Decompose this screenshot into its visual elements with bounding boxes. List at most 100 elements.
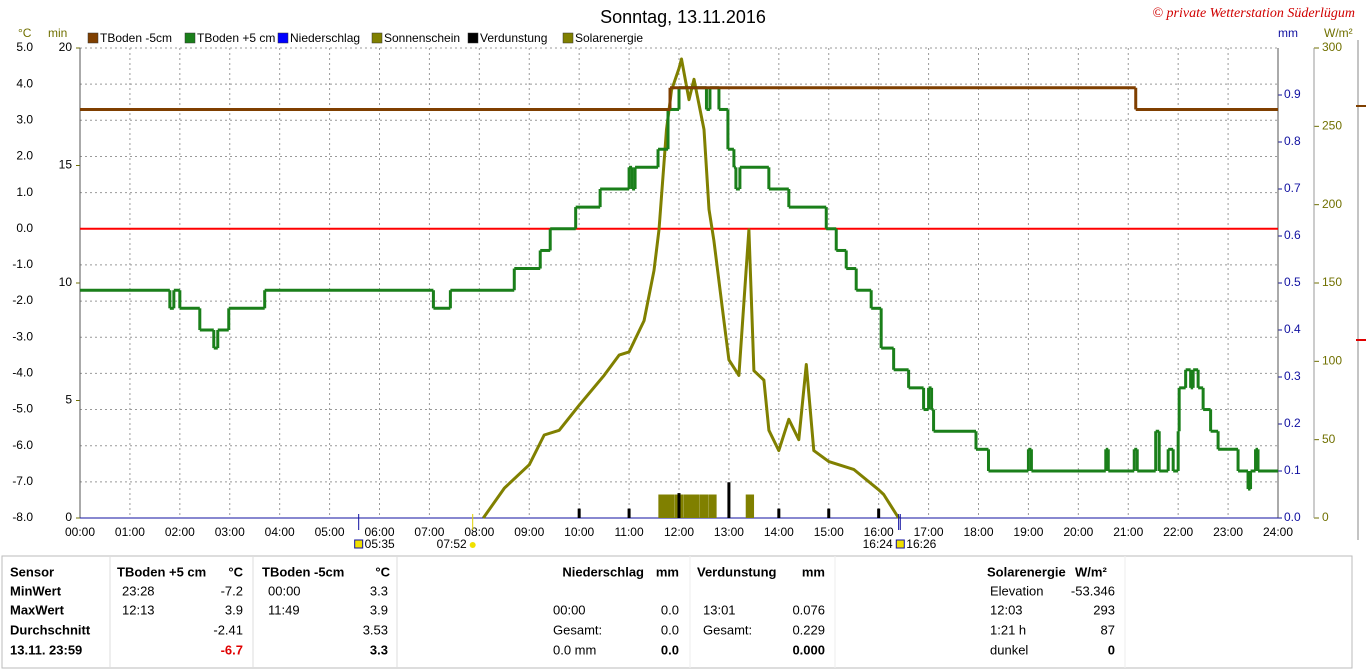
annotation-label: 16:24 xyxy=(863,537,893,551)
table-cell: dunkel xyxy=(990,642,1028,657)
x-tick-label: 02:00 xyxy=(165,525,195,539)
table-header: TBoden -5cm xyxy=(262,564,344,579)
x-tick-label: 16:00 xyxy=(864,525,894,539)
table-header: TBoden +5 cm xyxy=(117,564,206,579)
table-cell: MaxWert xyxy=(10,602,65,617)
bar xyxy=(577,508,581,518)
y4-tick-label: 100 xyxy=(1322,354,1342,368)
table-cell: 0.076 xyxy=(792,602,825,617)
annotation-label: 05:35 xyxy=(365,537,395,551)
legend-swatch xyxy=(87,32,99,44)
x-tick-label: 05:00 xyxy=(315,525,345,539)
table-cell: 13.11. 23:59 xyxy=(10,642,82,657)
annotation-label: 16:26 xyxy=(906,537,936,551)
x-tick-label: 12:00 xyxy=(664,525,694,539)
y4-tick-label: 250 xyxy=(1322,119,1342,133)
y3-tick-label: 0.6 xyxy=(1284,228,1301,242)
x-tick-label: 18:00 xyxy=(963,525,993,539)
table-header: Solarenergie xyxy=(987,564,1066,579)
annotation-icon xyxy=(469,542,476,548)
legend-swatch xyxy=(371,32,383,44)
y2-tick-label: 15 xyxy=(59,158,73,172)
y-tick-label: -3.0 xyxy=(12,329,33,343)
bar xyxy=(683,494,692,518)
x-tick-label: 10:00 xyxy=(564,525,594,539)
table-cell: Gesamt: xyxy=(703,622,752,637)
x-tick-label: 15:00 xyxy=(814,525,844,539)
bar xyxy=(658,494,667,518)
y2-tick-label: 10 xyxy=(59,275,73,289)
y3-tick-label: 0.0 xyxy=(1284,510,1301,524)
table-cell: 3.3 xyxy=(370,583,388,598)
x-tick-label: 14:00 xyxy=(764,525,794,539)
table-header: Sensor xyxy=(10,564,54,579)
table-cell: Durchschnitt xyxy=(10,622,91,637)
legend-label: TBoden +5 cm xyxy=(197,31,275,45)
bar xyxy=(827,508,831,518)
table-cell: Gesamt: xyxy=(553,622,602,637)
bar xyxy=(627,508,631,518)
table-cell: 1:21 h xyxy=(990,622,1026,637)
table-cell: 0.0 xyxy=(661,602,679,617)
table-cell: 00:00 xyxy=(553,602,586,617)
annotation-icon xyxy=(354,539,364,549)
x-tick-label: 13:00 xyxy=(714,525,744,539)
table-header: Verdunstung xyxy=(697,564,777,579)
table-cell: 0.0 xyxy=(661,622,679,637)
legend-swatch xyxy=(467,32,479,44)
y3-tick-label: 0.3 xyxy=(1284,369,1301,383)
x-tick-label: 06:00 xyxy=(364,525,394,539)
table-cell: 0.0 xyxy=(661,642,679,657)
table-cell: -7.2 xyxy=(221,583,243,598)
table-cell: 0.000 xyxy=(792,642,825,657)
table-cell: 293 xyxy=(1093,602,1115,617)
y-tick-label: 5.0 xyxy=(16,40,33,54)
y-unit: °C xyxy=(18,26,32,40)
y4-tick-label: 0 xyxy=(1322,510,1329,524)
bar xyxy=(877,508,881,518)
bar xyxy=(666,494,675,518)
x-tick-label: 21:00 xyxy=(1113,525,1143,539)
table-header: W/m² xyxy=(1075,564,1107,579)
legend-label: TBoden -5cm xyxy=(100,31,172,45)
table-cell: MinWert xyxy=(10,583,62,598)
x-tick-label: 01:00 xyxy=(115,525,145,539)
y-tick-label: -1.0 xyxy=(12,257,33,271)
table-cell: 3.3 xyxy=(370,642,388,657)
credit: © private Wetterstation Süderlügum xyxy=(1152,6,1355,21)
y-tick-label: -2.0 xyxy=(12,293,33,307)
x-tick-label: 17:00 xyxy=(914,525,944,539)
legend-label: Verdunstung xyxy=(480,31,547,45)
y2-tick-label: 20 xyxy=(59,40,73,54)
x-tick-label: 19:00 xyxy=(1013,525,1043,539)
y-tick-label: 4.0 xyxy=(16,76,33,90)
table-header: mm xyxy=(802,564,825,579)
table-frame xyxy=(1,555,1353,669)
chart-title: Sonntag, 13.11.2016 xyxy=(600,7,766,27)
x-tick-label: 04:00 xyxy=(265,525,295,539)
x-tick-label: 09:00 xyxy=(514,525,544,539)
y4-tick-label: 200 xyxy=(1322,197,1342,211)
bar xyxy=(677,493,681,518)
y3-unit: mm xyxy=(1278,26,1298,40)
table-cell: 12:03 xyxy=(990,602,1023,617)
table-cell: 11:49 xyxy=(268,602,300,617)
y4-tick-label: 50 xyxy=(1322,432,1336,446)
y4-tick-label: 300 xyxy=(1322,40,1342,54)
x-tick-label: 00:00 xyxy=(65,525,95,539)
table-cell: 0 xyxy=(1108,642,1115,657)
x-tick-label: 08:00 xyxy=(464,525,494,539)
legend-label: Niederschlag xyxy=(290,31,360,45)
table-cell: -53.346 xyxy=(1071,583,1115,598)
bar xyxy=(777,508,781,518)
y-tick-label: -4.0 xyxy=(12,366,33,380)
y4-unit: W/m² xyxy=(1324,26,1353,40)
x-tick-label: 07:00 xyxy=(414,525,444,539)
bar xyxy=(691,494,700,518)
legend-swatch xyxy=(562,32,574,44)
table-cell: 00:00 xyxy=(268,583,301,598)
y3-tick-label: 0.5 xyxy=(1284,275,1301,289)
bar xyxy=(708,494,717,518)
